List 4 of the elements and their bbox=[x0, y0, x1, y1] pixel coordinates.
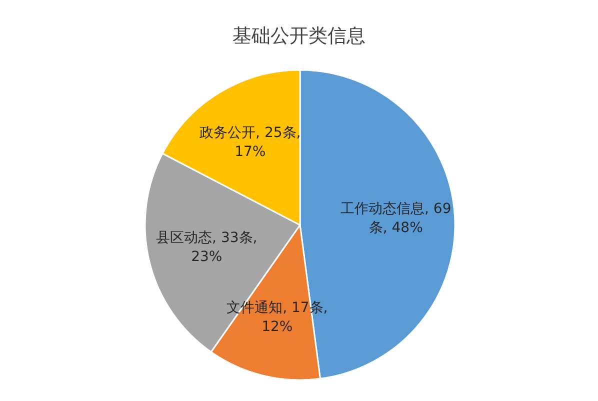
slice-label: 政务公开, 25条, 17% bbox=[198, 124, 302, 162]
slice-label: 工作动态信息, 69条, 48% bbox=[340, 200, 452, 238]
chart-title: 基础公开类信息 bbox=[232, 25, 366, 47]
slice-label: 县区动态, 33条, 23% bbox=[155, 228, 258, 267]
